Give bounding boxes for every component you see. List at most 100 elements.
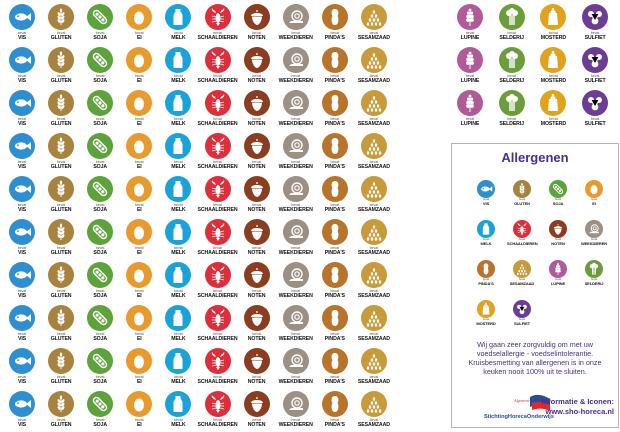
allergen-sticker-sesamzaad: bevat SESAMZAAD [353,90,395,127]
fish-icon [15,142,31,150]
allergen-sticker-ei: bevat EI [118,262,160,299]
allergen-badge [48,262,75,288]
allergen-badge [48,176,75,202]
allergen-label: MOSTERD [540,121,567,127]
allergen-legend-panel: Allergenen bevat VIS bevat GLUTEN bevat SOJA b… [451,143,619,428]
allergen-sticker-gluten: bevat GLUTEN [40,262,82,299]
allergen-label: LUPINE [460,121,480,127]
allergen-label: SULFIET [584,78,606,84]
allergen-badge [87,176,114,202]
allergen-sticker-lupine: bevat LUPINE [449,4,491,41]
allergen-sticker-weekdieren: bevat WEEKDIEREN [275,305,317,342]
bevat-label: bevat [252,160,261,164]
bevat-label: bevat [291,375,300,379]
bevat-label: bevat [135,74,144,78]
website-link[interactable]: www.sho-horeca.nl [545,407,614,416]
snail-icon [288,354,303,367]
wheat-icon [57,223,65,240]
allergen-label: NOTEN [247,164,266,170]
bevat-label: bevat [56,375,66,379]
allergen-badge [282,133,309,159]
allergen-badge [204,90,231,116]
allergen-badge [243,348,270,374]
allergen-badge [477,260,495,278]
allergen-sticker-schaaldieren: bevat SCHAALDIEREN [197,133,239,170]
allergen-label: EI [136,379,142,385]
allergen-label: SOJA [93,164,108,170]
allergen-badge [321,47,348,73]
bevat-label: bevat [174,31,183,35]
allergen-label: MELK [171,207,186,213]
sesame-seeds-icon [366,10,382,26]
allergen-badge [498,47,525,73]
allergen-badge [48,348,75,374]
bevat-label: bevat [252,246,261,250]
fish-icon [15,314,31,322]
allergen-label: EI [136,336,142,342]
allergen-label: SESAMZAAD [357,250,390,256]
allergen-sticker-weekdieren: bevat WEEKDIEREN [275,219,317,256]
fish-icon [15,357,31,365]
allergen-badge [282,348,309,374]
allergen-label: MELK [171,35,186,41]
allergen-label: MELK [480,241,492,246]
allergen-badge [87,305,114,331]
allergen-badge [282,219,309,245]
allergen-sticker-melk: bevat MELK [157,219,199,256]
celery-icon [505,8,518,25]
bevat-label: bevat [135,332,144,336]
allergen-label: LUPINE [460,35,480,41]
allergen-badge [165,262,192,288]
allergen-sticker-weekdieren: bevat WEEKDIEREN [275,391,317,428]
allergen-sticker-sulfiet: bevat SULFIET [574,90,616,127]
allergen-sticker-schaaldieren: bevat SCHAALDIEREN [197,219,239,256]
allergen-badge [457,47,483,73]
allergen-badge [204,219,231,245]
allergen-badge [360,4,387,30]
wheat-icon [57,395,65,412]
legend-title: Allergenen [501,150,569,165]
snail-icon [288,397,303,410]
bevat-label: bevat [95,160,105,164]
bevat-label: bevat [135,375,144,379]
allergen-sticker-pindas: bevat PINDA'S [314,391,356,428]
bevat-label: bevat [174,418,183,422]
acorn-icon [250,53,263,68]
allergen-label: EI [592,201,596,206]
bevat-label: bevat [291,74,300,78]
bevat-label: bevat [252,289,261,293]
acorn-icon [250,354,263,369]
sesame-seeds-icon [366,397,382,413]
egg-icon [134,140,145,154]
allergen-label: SESAMZAAD [357,78,390,84]
snail-icon [288,139,303,152]
allergen-sticker-soja: bevat SOJA [79,262,121,299]
allergen-sticker-ei: bevat EI [118,47,160,84]
allergen-badge [126,262,153,288]
allergen-label: SCHAALDIEREN [197,336,238,342]
allergen-badge [282,90,309,116]
allergen-sticker-gluten: bevat GLUTEN [507,180,537,206]
allergen-sticker-sesamzaad: bevat SESAMZAAD [353,305,395,342]
allergen-badge [360,219,387,245]
allergen-label: WEEKDIEREN [278,293,313,299]
allergen-badge [321,262,348,288]
bevat-label: bevat [330,74,340,78]
allergen-badge [477,220,495,238]
allergen-label: VIS [17,293,27,299]
bevat-label: bevat [95,203,105,207]
fish-icon [481,186,493,192]
lobster-icon [211,266,224,284]
milk-bottle-icon [173,353,183,369]
bevat-label: bevat [213,246,222,250]
allergen-badge [165,90,192,116]
allergen-badge [204,133,231,159]
allergen-sticker-gluten: bevat GLUTEN [40,133,82,170]
allergen-label: EI [136,422,142,428]
allergen-sticker-soja: bevat SOJA [79,4,121,41]
allergen-label: SELDERIJ [499,78,524,84]
allergen-badge [165,348,192,374]
allergen-sticker-melk: bevat MELK [157,90,199,127]
bevat-label: bevat [482,238,490,241]
